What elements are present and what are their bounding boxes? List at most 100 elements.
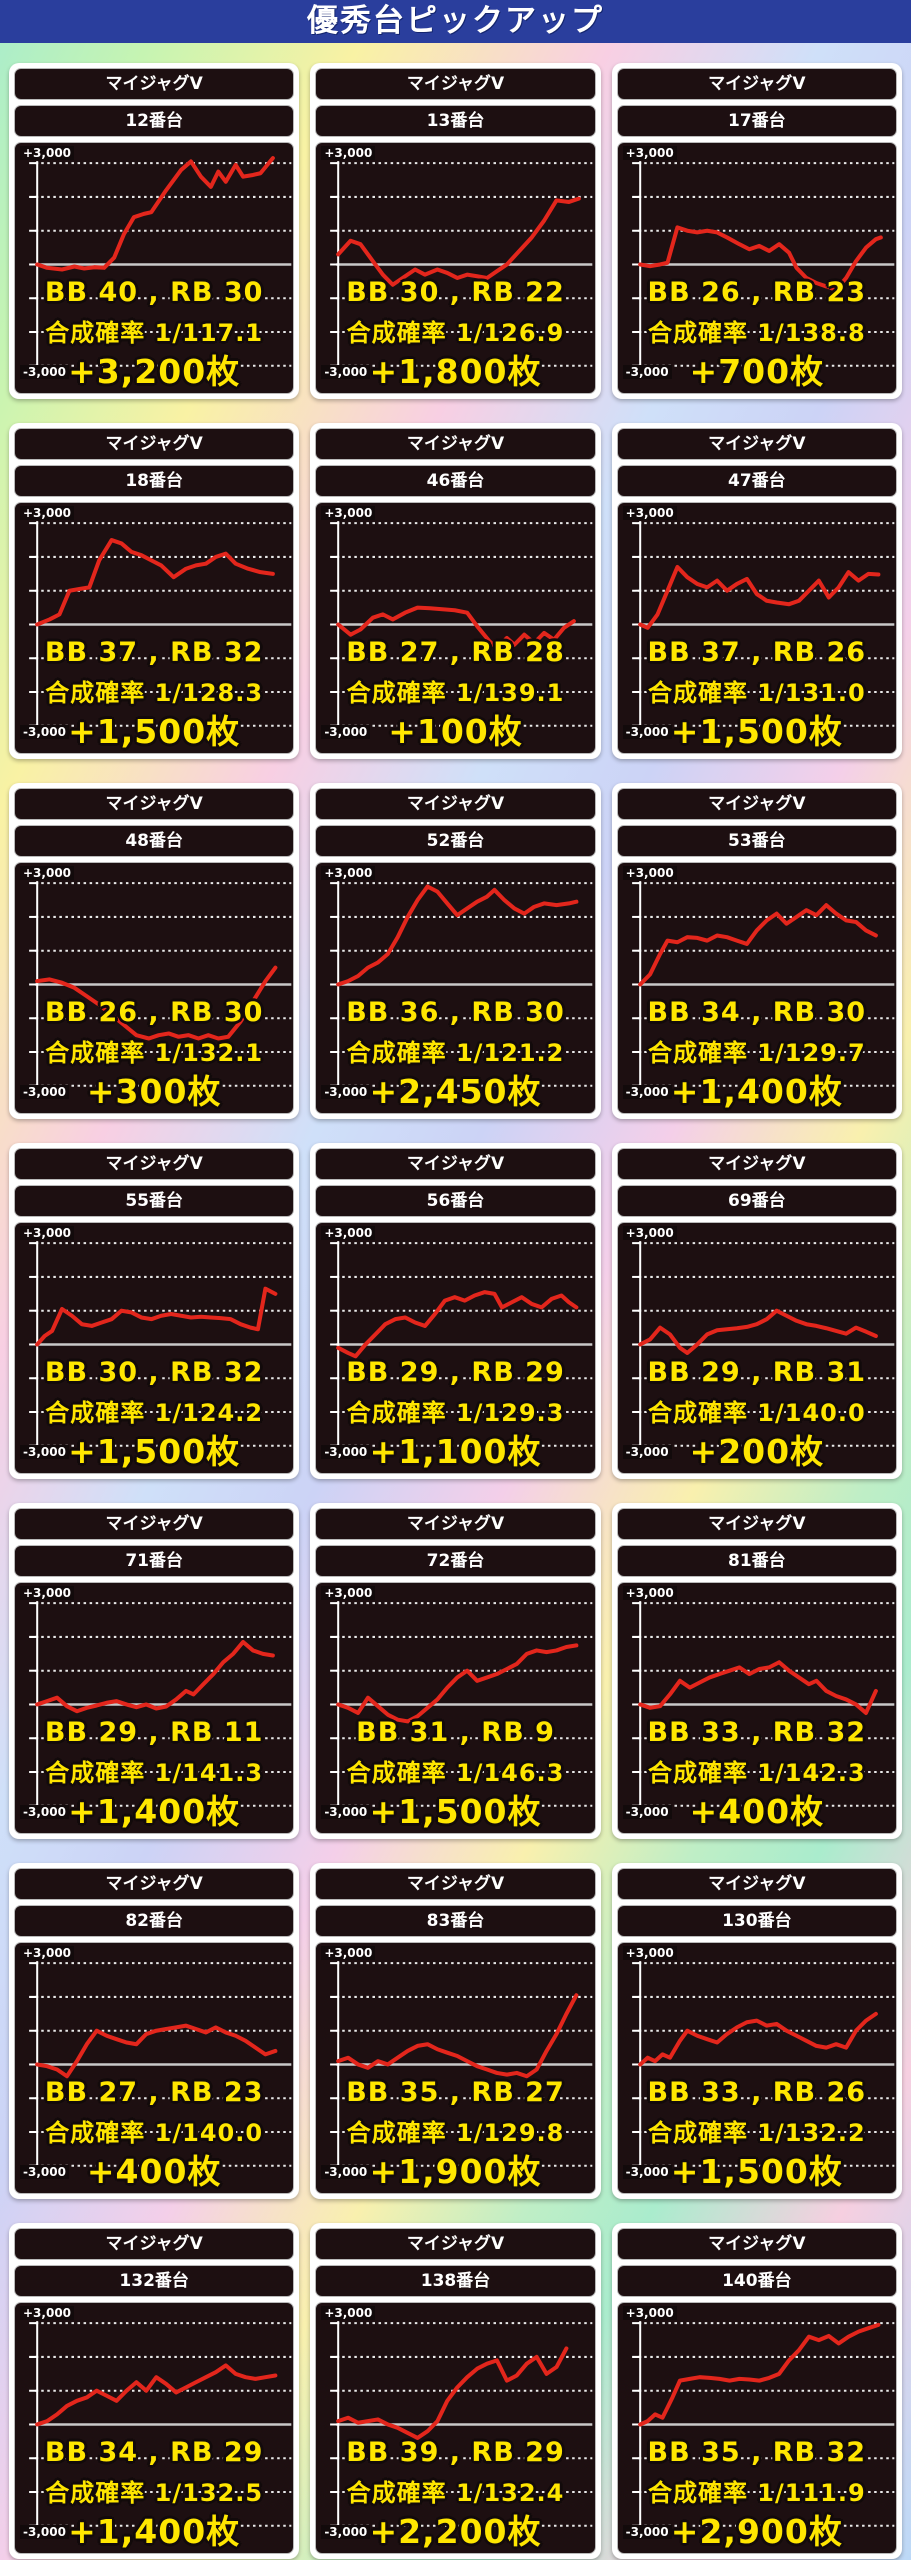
- machine-number-label: 132番台: [14, 2265, 295, 2297]
- combined-rate: 合成確率 1/132.2: [647, 2119, 866, 2147]
- y-axis-max-label: +3,000: [622, 506, 677, 520]
- machine-name-label: マイジャグV: [315, 1868, 596, 1900]
- machine-card: マイジャグV 83番台 +3,000 -3,000 BB 35 , RB 27 …: [310, 1863, 601, 2199]
- y-axis-max-label: +3,000: [20, 146, 75, 160]
- machine-name-label: マイジャグV: [315, 68, 596, 100]
- machine-number-label: 12番台: [14, 105, 295, 137]
- payout-value: +2,900枚: [670, 2512, 843, 2551]
- machine-card: マイジャグV 72番台 +3,000 -3,000 BB 31 , RB 9 合…: [310, 1503, 601, 1839]
- machine-card: マイジャグV 13番台 +3,000 -3,000 BB 30 , RB 22 …: [310, 63, 601, 399]
- machine-name-label: マイジャグV: [616, 2228, 897, 2260]
- machine-name-label: マイジャグV: [616, 788, 897, 820]
- bb-rb-count: BB 39 , RB 29: [346, 2437, 565, 2468]
- bb-rb-count: BB 30 , RB 22: [346, 277, 565, 308]
- machine-card: マイジャグV 140番台 +3,000 -3,000 BB 35 , RB 32…: [611, 2223, 902, 2559]
- bb-rb-count: BB 40 , RB 30: [44, 277, 264, 308]
- combined-rate: 合成確率 1/142.3: [647, 1759, 866, 1787]
- bb-rb-count: BB 29 , RB 31: [647, 1357, 867, 1388]
- slump-graph: +3,000 -3,000 BB 36 , RB 30 合成確率 1/121.2…: [315, 862, 596, 1114]
- machine-card-grid: マイジャグV 12番台 +3,000 -3,000 BB 40 , RB 30 …: [0, 43, 911, 2559]
- slump-graph: +3,000 -3,000 BB 34 , RB 29 合成確率 1/132.5…: [14, 2302, 295, 2554]
- combined-rate: 合成確率 1/139.1: [346, 679, 565, 707]
- y-axis-max-label: +3,000: [20, 1946, 75, 1960]
- combined-rate: 合成確率 1/140.0: [647, 1399, 866, 1427]
- machine-name-label: マイジャグV: [616, 1508, 897, 1540]
- machine-name-label: マイジャグV: [315, 428, 596, 460]
- slump-graph: +3,000 -3,000 BB 30 , RB 22 合成確率 1/126.9…: [315, 142, 596, 394]
- machine-card: マイジャグV 71番台 +3,000 -3,000 BB 29 , RB 11 …: [9, 1503, 300, 1839]
- y-axis-min-label: -3,000: [321, 725, 371, 739]
- payout-value: +2,450枚: [369, 1072, 542, 1111]
- y-axis-max-label: +3,000: [20, 1586, 75, 1600]
- slump-graph: +3,000 -3,000 BB 27 , RB 23 合成確率 1/140.0…: [14, 1942, 295, 2194]
- machine-number-label: 140番台: [616, 2265, 897, 2297]
- machine-number-label: 56番台: [315, 1185, 596, 1217]
- slump-graph: +3,000 -3,000 BB 37 , RB 32 合成確率 1/128.3…: [14, 502, 295, 754]
- line-chart: [29, 1241, 292, 1448]
- combined-rate: 合成確率 1/132.4: [346, 2479, 565, 2507]
- slump-graph: +3,000 -3,000 BB 37 , RB 26 合成確率 1/131.0…: [616, 502, 897, 754]
- y-axis-min-label: -3,000: [622, 1445, 672, 1459]
- line-chart: [631, 1241, 894, 1448]
- machine-card: マイジャグV 17番台 +3,000 -3,000 BB 26 , RB 23 …: [611, 63, 902, 399]
- combined-rate: 合成確率 1/117.1: [45, 319, 264, 347]
- y-axis-max-label: +3,000: [20, 2306, 75, 2320]
- bb-rb-count: BB 37 , RB 26: [647, 637, 867, 668]
- slump-graph: +3,000 -3,000 BB 30 , RB 32 合成確率 1/124.2…: [14, 1222, 295, 1474]
- slump-graph: +3,000 -3,000 BB 31 , RB 9 合成確率 1/146.3 …: [315, 1582, 596, 1834]
- combined-rate: 合成確率 1/129.8: [346, 2119, 565, 2147]
- bb-rb-count: BB 37 , RB 32: [44, 637, 264, 668]
- bb-rb-count: BB 35 , RB 32: [647, 2437, 867, 2468]
- slump-graph: +3,000 -3,000 BB 40 , RB 30 合成確率 1/117.1…: [14, 142, 295, 394]
- y-axis-min-label: -3,000: [622, 1085, 672, 1099]
- combined-rate: 合成確率 1/132.5: [45, 2479, 264, 2507]
- page-title: 優秀台ピックアップ: [0, 0, 911, 43]
- combined-rate: 合成確率 1/131.0: [647, 679, 866, 707]
- line-chart: [29, 1961, 292, 2168]
- combined-rate: 合成確率 1/121.2: [346, 1039, 565, 1067]
- y-axis-min-label: -3,000: [20, 725, 69, 739]
- machine-name-label: マイジャグV: [616, 68, 897, 100]
- machine-card: マイジャグV 18番台 +3,000 -3,000 BB 37 , RB 32 …: [9, 423, 300, 759]
- y-axis-min-label: -3,000: [622, 725, 672, 739]
- bb-rb-count: BB 26 , RB 30: [44, 997, 264, 1028]
- machine-card: マイジャグV 56番台 +3,000 -3,000 BB 29 , RB 29 …: [310, 1143, 601, 1479]
- line-chart: [330, 1241, 593, 1448]
- machine-number-label: 47番台: [616, 465, 897, 497]
- y-axis-min-label: -3,000: [622, 1805, 672, 1819]
- payout-value: +1,500枚: [68, 712, 241, 751]
- machine-number-label: 83番台: [315, 1905, 596, 1937]
- machine-name-label: マイジャグV: [14, 428, 295, 460]
- machine-number-label: 53番台: [616, 825, 897, 857]
- payout-value: +200枚: [689, 1432, 825, 1471]
- y-axis-min-label: -3,000: [20, 2165, 69, 2179]
- y-axis-max-label: +3,000: [20, 866, 75, 880]
- machine-name-label: マイジャグV: [14, 1148, 295, 1180]
- y-axis-min-label: -3,000: [622, 2525, 672, 2539]
- combined-rate: 合成確率 1/141.3: [45, 1759, 264, 1787]
- machine-name-label: マイジャグV: [14, 1508, 295, 1540]
- machine-name-label: マイジャグV: [315, 1508, 596, 1540]
- payout-value: +100枚: [388, 712, 523, 751]
- slump-graph: +3,000 -3,000 BB 35 , RB 32 合成確率 1/111.9…: [616, 2302, 897, 2554]
- combined-rate: 合成確率 1/129.7: [647, 1039, 866, 1067]
- payout-value: +1,400枚: [68, 1792, 241, 1831]
- machine-name-label: マイジャグV: [315, 788, 596, 820]
- machine-number-label: 46番台: [315, 465, 596, 497]
- machine-card: マイジャグV 55番台 +3,000 -3,000 BB 30 , RB 32 …: [9, 1143, 300, 1479]
- machine-name-label: マイジャグV: [14, 2228, 295, 2260]
- payout-value: +400枚: [689, 1792, 825, 1831]
- slump-graph: +3,000 -3,000 BB 29 , RB 11 合成確率 1/141.3…: [14, 1582, 295, 1834]
- machine-card: マイジャグV 130番台 +3,000 -3,000 BB 33 , RB 26…: [611, 1863, 902, 2199]
- y-axis-min-label: -3,000: [321, 2525, 371, 2539]
- payout-value: +1,400枚: [68, 2512, 241, 2551]
- y-axis-max-label: +3,000: [622, 146, 677, 160]
- payout-value: +1,500枚: [369, 1792, 542, 1831]
- y-axis-min-label: -3,000: [622, 365, 672, 379]
- bb-rb-count: BB 29 , RB 29: [346, 1357, 565, 1388]
- slump-graph: +3,000 -3,000 BB 33 , RB 26 合成確率 1/132.2…: [616, 1942, 897, 2194]
- y-axis-min-label: -3,000: [321, 1445, 371, 1459]
- payout-value: +1,500枚: [68, 1432, 241, 1471]
- line-chart: [330, 161, 593, 368]
- machine-card: マイジャグV 138番台 +3,000 -3,000 BB 39 , RB 29…: [310, 2223, 601, 2559]
